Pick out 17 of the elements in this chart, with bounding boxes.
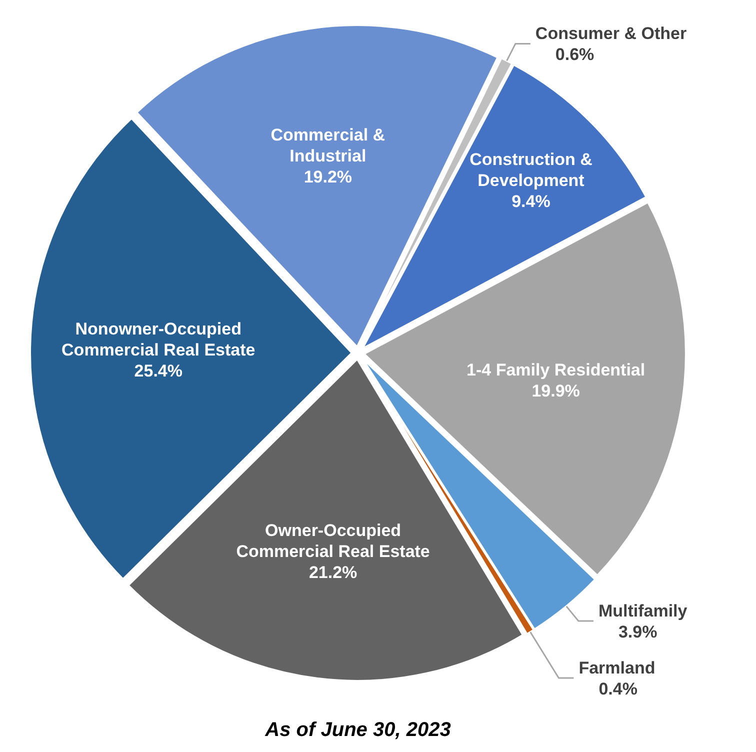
- text: As of June 30, 2023: [264, 719, 451, 741]
- slice-label: Multifamily: [598, 601, 688, 620]
- slice-label: Farmland: [578, 658, 656, 678]
- slice-label: Construction & Development: [470, 150, 592, 190]
- slice-label: Consumer & Other: [535, 24, 687, 44]
- data-label: 19.9%: [532, 381, 580, 400]
- data-label: 0.4%: [598, 679, 638, 698]
- data-label: 0.6%: [555, 45, 594, 64]
- slice-label: Commercial & Industrial: [270, 126, 386, 166]
- data-label: 3.9%: [618, 622, 658, 642]
- slice-label: 1-4 Family Residential: [466, 360, 646, 380]
- slice-label: Nonowner-Occupied Commercial Real Estate: [62, 319, 256, 360]
- data-label: 25.4%: [134, 361, 182, 380]
- data-label: 21.2%: [308, 563, 358, 582]
- data-label: 9.4%: [512, 192, 550, 211]
- data-label: 19.2%: [304, 168, 352, 187]
- slice-label: Owner-Occupied Commercial Real Estate: [236, 521, 430, 562]
